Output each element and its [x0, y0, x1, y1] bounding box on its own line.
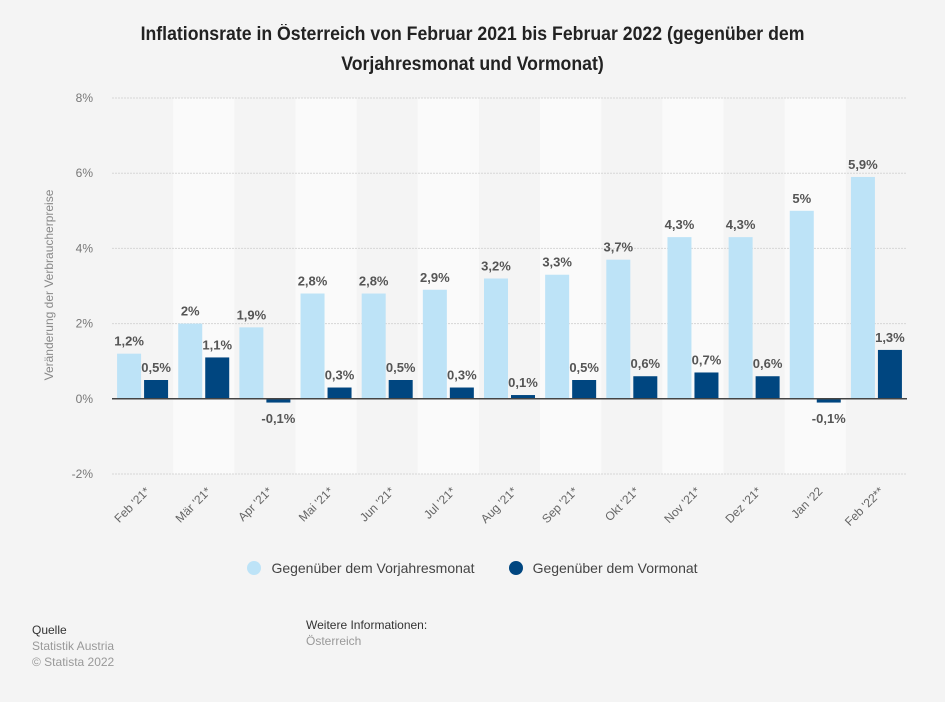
- data-label: 0,3%: [325, 368, 355, 383]
- bar-vormonat: [572, 380, 597, 399]
- x-tick-label: Jul '21*: [421, 484, 459, 522]
- bar-vorjahresmonat: [178, 323, 203, 399]
- bar-vormonat: [511, 395, 535, 399]
- bar-vormonat: [388, 380, 413, 399]
- bar-vorjahresmonat: [789, 210, 814, 399]
- x-tick-label: Okt '21*: [602, 484, 642, 524]
- data-label: -0,1%: [261, 411, 295, 426]
- data-labels: 1,2% 0,5% 2% 1,1% 1,9% -0,1% 2,8% 0,3% 2,8% 0,5% 2…: [114, 157, 905, 426]
- legend-dot-icon: [247, 561, 262, 575]
- x-tick-label: Dez '21*: [723, 484, 765, 526]
- bar-vormonat: [877, 349, 902, 399]
- data-label: 1,3%: [875, 330, 905, 345]
- column-stripe: [173, 98, 235, 474]
- chart-title: Inflationsrate in Österreich von Februar…: [140, 24, 805, 75]
- bar-vorjahresmonat: [422, 289, 447, 399]
- bar-vormonat: [755, 376, 780, 399]
- x-axis-labels: Feb '21* Mär '21* Apr '21* Mai '21* Jun '21*…: [111, 484, 886, 529]
- bar-chart: -2% 0% 2% 4% 6% 8% Veränderung der Verbrauche…: [42, 91, 907, 529]
- bar-vormonat: [144, 380, 169, 399]
- info-heading[interactable]: Weitere Informationen:: [306, 618, 428, 632]
- x-tick-label: Aug '21*: [478, 484, 520, 526]
- bar-vorjahresmonat: [484, 278, 508, 399]
- bar-vormonat: [633, 376, 658, 399]
- x-tick-label: Jan '22: [788, 484, 825, 521]
- x-tick-label: Jun '21*: [357, 484, 398, 525]
- y-tick-label: 6%: [76, 166, 94, 180]
- x-tick-label: Mai '21*: [296, 484, 337, 525]
- bar-vorjahresmonat: [606, 259, 631, 399]
- y-axis-title: Veränderung der Verbraucherpreise: [42, 189, 56, 380]
- bar-vormonat: [816, 398, 841, 403]
- data-label: 3,7%: [603, 240, 633, 255]
- data-label: 2,8%: [359, 274, 389, 289]
- data-label: 2,9%: [420, 270, 450, 285]
- data-label: 0,5%: [141, 360, 171, 375]
- x-tick-label: Nov '21*: [661, 484, 703, 526]
- data-label: 2,8%: [298, 274, 328, 289]
- legend-item-vormonat[interactable]: Gegenüber dem Vormonat: [508, 560, 698, 576]
- info-block: Weitere Informationen: Österreich: [306, 617, 427, 649]
- bar-vorjahresmonat: [850, 176, 875, 399]
- x-tick-label: Mär '21*: [173, 484, 214, 525]
- info-value: Österreich: [306, 634, 362, 648]
- source-name: Statistik Austria: [32, 639, 115, 653]
- data-label: 5%: [792, 191, 811, 206]
- legend-item-vorjahresmonat[interactable]: Gegenüber dem Vorjahresmonat: [247, 560, 475, 576]
- column-stripe: [417, 98, 479, 474]
- bar-vorjahresmonat: [361, 293, 386, 399]
- data-label: 0,6%: [753, 356, 783, 371]
- y-tick-label: 4%: [76, 241, 94, 255]
- legend-dot-icon: [508, 561, 523, 575]
- y-tick-label: 8%: [76, 91, 94, 105]
- data-label: -0,1%: [812, 411, 846, 426]
- column-stripe: [295, 98, 357, 474]
- source-heading: Quelle: [32, 623, 67, 637]
- y-axis-ticks: -2% 0% 2% 4% 6% 8%: [72, 91, 94, 481]
- data-label: 5,9%: [848, 157, 878, 172]
- data-label: 0,7%: [692, 352, 722, 367]
- gridlines: [112, 97, 907, 475]
- data-label: 3,3%: [542, 255, 572, 270]
- data-label: 1,2%: [114, 334, 144, 349]
- bar-vorjahresmonat: [300, 293, 325, 399]
- y-tick-label: 2%: [76, 317, 94, 331]
- y-tick-label: -2%: [72, 467, 94, 481]
- bar-vorjahresmonat: [667, 237, 692, 399]
- bar-vorjahresmonat: [728, 237, 753, 399]
- bars: [117, 176, 902, 403]
- x-tick-label: Feb '22**: [842, 484, 887, 529]
- bar-vorjahresmonat: [117, 353, 142, 399]
- data-label: 3,2%: [481, 258, 511, 273]
- data-label: 4,3%: [665, 217, 695, 232]
- data-label: 0,5%: [386, 360, 416, 375]
- bar-vorjahresmonat: [239, 327, 264, 399]
- bar-vormonat: [266, 398, 291, 403]
- x-tick-label: Feb '21*: [111, 484, 152, 525]
- data-label: 0,6%: [630, 356, 660, 371]
- y-tick-label: 0%: [76, 392, 94, 406]
- bar-vorjahresmonat: [545, 274, 570, 399]
- source-block: Quelle Statistik Austria © Statista 2022: [32, 622, 114, 670]
- bar-vormonat: [694, 372, 719, 399]
- x-tick-label: Apr '21*: [235, 484, 275, 524]
- bar-vormonat: [327, 387, 352, 399]
- data-label: 0,1%: [508, 375, 538, 390]
- bar-vormonat: [449, 387, 474, 399]
- data-label: 0,5%: [569, 360, 599, 375]
- data-label: 2%: [181, 304, 200, 319]
- legend-label: Gegenüber dem Vormonat: [532, 560, 698, 576]
- x-tick-label: Sep '21*: [539, 484, 581, 526]
- data-label: 1,1%: [202, 337, 232, 352]
- legend-label: Gegenüber dem Vorjahresmonat: [271, 560, 475, 576]
- bar-vormonat: [205, 357, 230, 399]
- data-label: 1,9%: [237, 307, 267, 322]
- legend: Gegenüber dem Vorjahresmonat Gegenüber d…: [0, 560, 945, 576]
- data-label: 0,3%: [447, 368, 477, 383]
- data-label: 4,3%: [726, 217, 756, 232]
- copyright: © Statista 2022: [32, 655, 115, 669]
